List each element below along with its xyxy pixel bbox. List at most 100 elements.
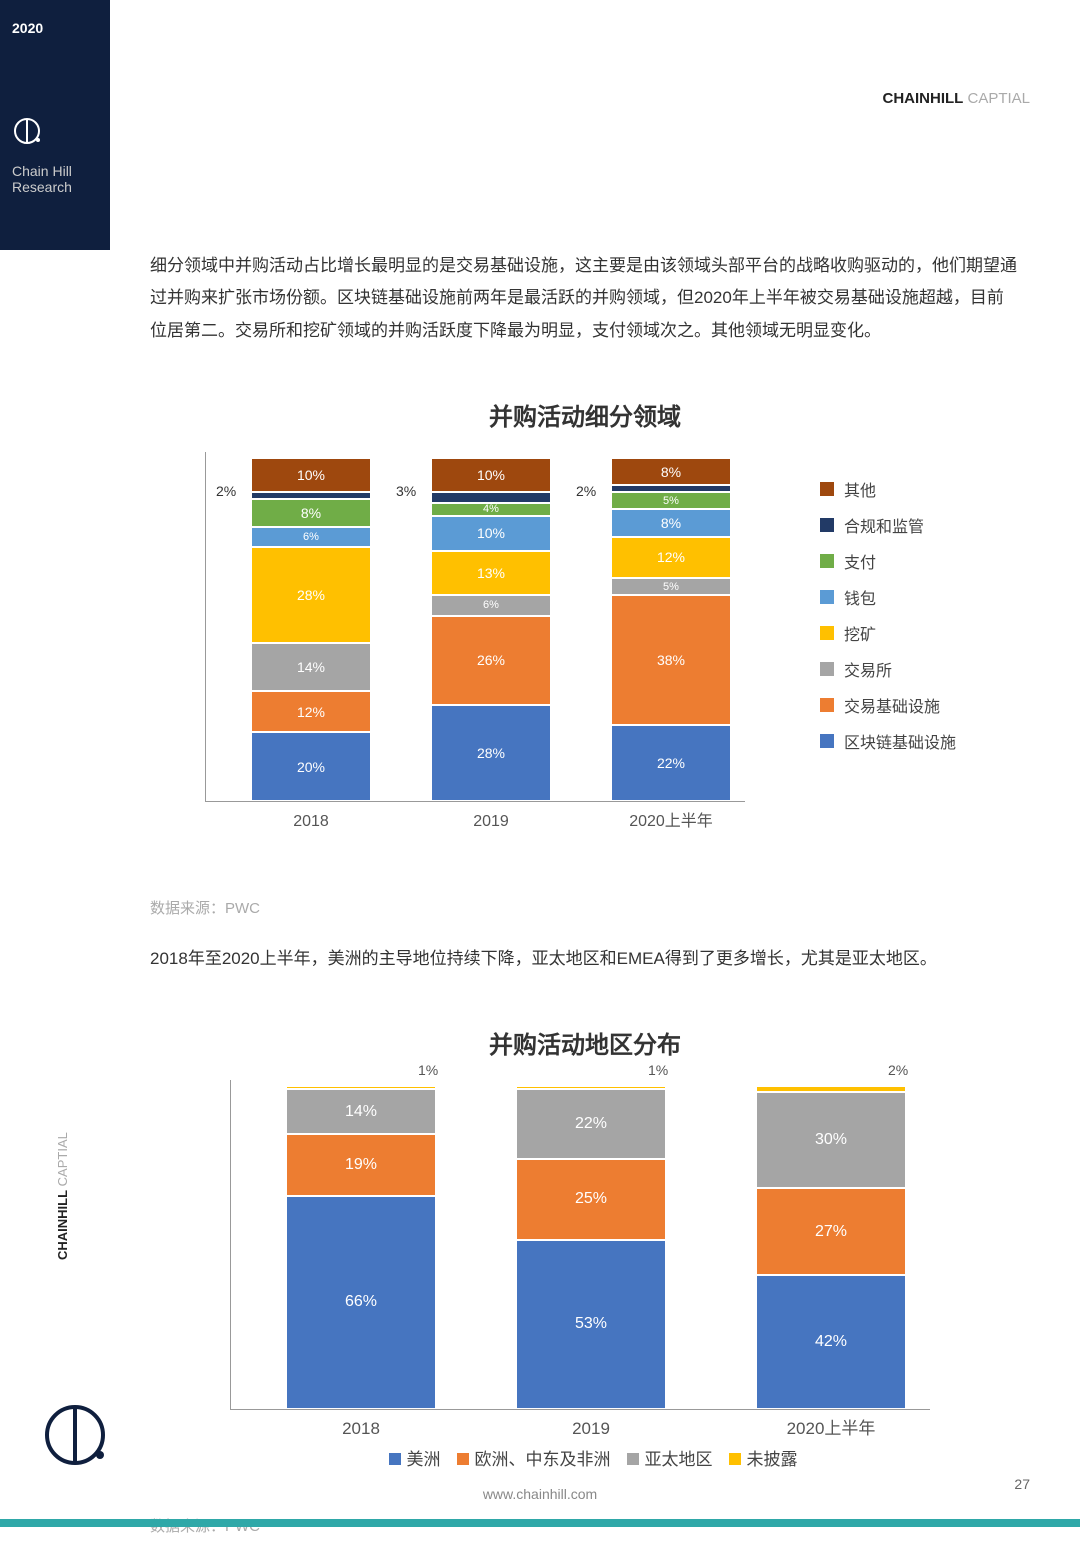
legend-swatch [820,590,834,604]
header-brand-bold: CHAINHILL [882,90,963,107]
legend-label: 挖矿 [844,621,876,645]
bar-segment: 12% [611,537,731,578]
bar-segment [431,492,551,502]
legend-swatch [820,734,834,748]
bar-column: 66%19%14% [286,1086,436,1409]
legend-label: 美洲 [407,1450,441,1469]
sidebar: 2020 Chain Hill Research [0,0,110,250]
sidebar-brand-line2: Research [12,179,98,195]
legend-item: 支付 [820,549,1020,573]
legend-label: 合规和监管 [844,513,924,537]
legend-item: 合规和监管 [820,513,1020,537]
legend-swatch [389,1453,401,1465]
bottom-accent-bar [0,1519,1080,1527]
bar-segment: 14% [286,1089,436,1134]
main-content: 细分领域中并购活动占比增长最明显的是交易基础设施，这主要是由该领域头部平台的战略… [150,250,1020,1561]
bar-segment: 42% [756,1275,906,1409]
bar-segment: 8% [611,458,731,485]
chart2-plot: 66%19%14%20181%53%25%22%20191%42%27%30%2… [230,1080,930,1410]
bar-column: 20%12%14%28%6%8%10% [251,458,371,801]
bar-segment: 10% [431,516,551,550]
side-brand: CHAINHILL CAPTIAL [55,1132,70,1260]
legend-item: 其他 [820,477,1020,501]
bar-segment: 14% [251,643,371,691]
paragraph-2: 2018年至2020上半年，美洲的主导地位持续下降，亚太地区和EMEA得到了更多… [150,943,1020,975]
bar-segment: 5% [611,578,731,595]
bar-segment: 27% [756,1188,906,1274]
legend-label: 欧洲、中东及非洲 [475,1450,611,1469]
bar-segment: 28% [431,705,551,801]
legend-label: 交易所 [844,657,892,681]
bar-column: 28%26%6%13%10%4%10% [431,458,551,801]
bar-column: 53%25%22% [516,1086,666,1409]
category-label: 2018 [271,1419,451,1439]
legend-label: 其他 [844,477,876,501]
bar-segment: 10% [251,458,371,492]
external-label: 2% [576,483,596,499]
chart1-source: 数据来源：PWC [150,897,1020,918]
legend-swatch [820,518,834,532]
paragraph-1: 细分领域中并购活动占比增长最明显的是交易基础设施，这主要是由该领域头部平台的战略… [150,250,1020,347]
bar-segment: 8% [251,499,371,526]
bar-segment: 66% [286,1196,436,1409]
bar-segment: 5% [611,492,731,509]
bar-segment: 26% [431,616,551,705]
legend-swatch [820,554,834,568]
chart2: 并购活动地区分布 66%19%14%20181%53%25%22%20191%4… [150,1025,1020,1536]
category-label: 2020上半年 [596,807,746,831]
external-label: 1% [418,1062,438,1078]
category-label: 2019 [501,1419,681,1439]
category-label: 2020上半年 [741,1414,921,1439]
bar-segment: 13% [431,551,551,596]
legend-item: 区块链基础设施 [820,729,1020,753]
bar-segment [251,492,371,499]
legend-item: 钱包 [820,585,1020,609]
legend-label: 支付 [844,549,876,573]
header-brand: CHAINHILL CAPTIAL [882,90,1030,107]
page-number: 27 [1014,1476,1030,1492]
legend-swatch [820,662,834,676]
legend-swatch [457,1453,469,1465]
legend-swatch [627,1453,639,1465]
sidebar-logo-icon [12,116,98,153]
external-label: 2% [888,1062,908,1078]
bar-segment: 25% [516,1159,666,1239]
chart1-plot: 20%12%14%28%6%8%10%20182%28%26%6%13%10%4… [205,452,745,802]
chart1-legend: 其他合规和监管支付钱包挖矿交易所交易基础设施区块链基础设施 [820,477,1020,765]
bar-segment: 20% [251,732,371,801]
legend-item: 交易基础设施 [820,693,1020,717]
year-label: 2020 [12,20,98,36]
legend-item: 挖矿 [820,621,1020,645]
footer-logo-icon [40,1400,110,1482]
legend-label: 亚太地区 [645,1450,713,1469]
bar-segment [611,485,731,492]
bar-segment: 53% [516,1240,666,1410]
bar-segment: 30% [756,1092,906,1188]
legend-swatch [820,482,834,496]
chart1: 20%12%14%28%6%8%10%20182%28%26%6%13%10%4… [150,452,1020,852]
legend-swatch [820,626,834,640]
bar-segment: 38% [611,595,731,725]
bar-segment: 6% [251,527,371,548]
legend-label: 未披露 [747,1450,798,1469]
bar-segment: 22% [611,725,731,800]
legend-label: 区块链基础设施 [844,729,956,753]
category-label: 2018 [236,813,386,831]
side-brand-grey: CAPTIAL [55,1132,70,1190]
external-label: 1% [648,1062,668,1078]
legend-label: 钱包 [844,585,876,609]
side-brand-bold: CHAINHILL [55,1190,70,1260]
bar-segment: 12% [251,691,371,732]
chart1-title: 并购活动细分领域 [150,397,1020,432]
legend-item: 交易所 [820,657,1020,681]
chart2-title: 并购活动地区分布 [150,1025,1020,1060]
chart2-legend: 美洲 欧洲、中东及非洲 亚太地区 未披露 [150,1445,1020,1470]
bar-segment: 10% [431,458,551,492]
bar-segment: 6% [431,595,551,616]
bar-segment: 8% [611,509,731,536]
bar-segment: 19% [286,1134,436,1195]
bar-column: 42%27%30% [756,1086,906,1409]
legend-swatch [820,698,834,712]
bar-segment: 4% [431,503,551,517]
footer-url: www.chainhill.com [0,1486,1080,1502]
